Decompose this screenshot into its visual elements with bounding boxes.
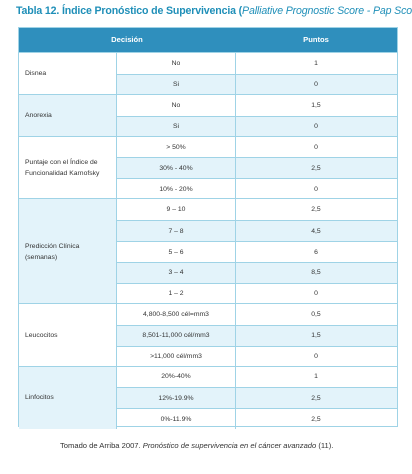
option-cell: 7 – 8: [117, 221, 236, 242]
title-main: Tabla 12. Índice Pronóstico de Supervive…: [16, 5, 243, 17]
table-row: 5 – 6 6: [117, 241, 397, 262]
row-group: Puntaje con el Índice de Funcionalidad K…: [19, 135, 397, 200]
points-cell: 1: [314, 373, 318, 381]
header-decision: Decisión: [111, 35, 143, 44]
points-cell: 2,5: [311, 206, 321, 214]
points-cell: 0: [314, 290, 318, 298]
option-cell: No: [117, 53, 236, 74]
points-cell: 1,5: [311, 332, 321, 340]
row-group: Leucocitos 4,800-8,500 cél=mm3 0,5 8,501-11…: [19, 302, 397, 367]
option-cell: 1 – 2: [117, 283, 236, 304]
row-group: Anorexia No 1,5 Si 0: [19, 93, 397, 137]
option-cell: Si: [117, 74, 236, 95]
table-row: 1 – 2 0: [117, 282, 397, 304]
table-row: No 1: [117, 53, 397, 74]
table-row: >11,000 cél/mm3 0: [117, 345, 397, 367]
table-row: 8,501-11,000 cél/mm3 1,5: [117, 324, 397, 346]
caption-italic: Pronóstico de supervivencia en el cáncer…: [142, 441, 317, 450]
points-cell: 6: [314, 248, 318, 256]
header-puntos: Puntos: [303, 35, 329, 44]
option-cell: 20%-40%: [117, 366, 236, 388]
table-caption: Tomado de Arriba 2007. Pronóstico de sup…: [60, 441, 400, 450]
table-title: Tabla 12. Índice Pronóstico de Supervive…: [16, 5, 412, 17]
group-label-text: Predicción Clínica (semanas): [25, 242, 80, 261]
points-cell: 2,5: [311, 164, 321, 172]
table-row: Si 0: [117, 115, 397, 137]
points-cell: 8,5: [311, 269, 321, 277]
option-cell: Si: [117, 116, 236, 137]
group-label: Anorexia: [19, 94, 117, 137]
caption-text: Tomado de Arriba 2007.: [60, 441, 143, 450]
row-group: Predicción Clínica (semanas) 9 – 10 2,5 7 –…: [19, 198, 397, 304]
points-cell: 0,5: [311, 310, 321, 318]
table-row: > 50% 0: [117, 136, 397, 158]
option-cell: 4,800-8,500 cél=mm3: [117, 303, 236, 325]
table-row: 20%-40% 1: [117, 366, 397, 388]
table-row: 30% - 40% 2,5: [117, 157, 397, 179]
option-cell: 10% - 20%: [117, 179, 236, 200]
option-cell: 3 – 4: [117, 262, 236, 283]
table-row: 3 – 4 8,5: [117, 261, 397, 283]
table-row: 12%-19.9% 2,5: [117, 387, 397, 409]
points-cell: 4,5: [311, 227, 321, 235]
row-group: Linfocitos 20%-40% 1 12%-19.9% 2,5 0%-11.9% 2,…: [19, 365, 397, 430]
table-row: 4,800-8,500 cél=mm3 0,5: [117, 303, 397, 325]
table-row: 10% - 20% 0: [117, 178, 397, 200]
points-cell: 1: [314, 59, 318, 67]
prognostic-table: Decisión Puntos Disnea No 1 Si 0 Anorexia No 1,…: [18, 27, 398, 430]
group-label: Predicción Clínica (semanas): [19, 199, 117, 304]
caption-end: (11).: [316, 441, 334, 450]
table-row: 0%-11.9% 2,5: [117, 408, 397, 430]
option-cell: 9 – 10: [117, 199, 236, 221]
points-cell: 0: [314, 81, 318, 89]
row-group: Disnea No 1 Si 0: [19, 52, 397, 95]
title-italic: Palliative Prognostic Score - Pap Score: [242, 5, 412, 17]
group-label: Leucocitos: [19, 303, 117, 367]
group-label: Puntaje con el Índice de Funcionalidad K…: [19, 136, 117, 200]
table-header: Decisión Puntos: [19, 28, 397, 52]
group-label: Linfocitos: [19, 366, 117, 430]
option-cell: 5 – 6: [117, 242, 236, 262]
group-label-text: Puntaje con el Índice de Funcionalidad K…: [25, 158, 100, 177]
points-cell: 2,5: [311, 394, 321, 402]
option-cell: > 50%: [117, 136, 236, 158]
option-cell: 0%-11.9%: [117, 409, 236, 430]
points-cell: 0: [314, 123, 318, 131]
group-label-text: Leucocitos: [25, 331, 58, 339]
table-row: 9 – 10 2,5: [117, 199, 397, 221]
points-cell: 0: [314, 185, 318, 193]
option-cell: 30% - 40%: [117, 158, 236, 179]
option-cell: >11,000 cél/mm3: [117, 346, 236, 367]
group-label-text: Anorexia: [25, 112, 52, 120]
group-label: Disnea: [19, 53, 117, 95]
group-label-text: Disnea: [25, 70, 47, 78]
points-cell: 0: [314, 143, 318, 151]
table-row: No 1,5: [117, 94, 397, 116]
points-cell: 0: [314, 353, 318, 361]
option-cell: 12%-19.9%: [117, 388, 236, 409]
points-cell: 2,5: [311, 415, 321, 423]
option-cell: No: [117, 94, 236, 116]
table-row: Si 0: [117, 73, 397, 95]
table-row: 7 – 8 4,5: [117, 220, 397, 242]
group-label-text: Linfocitos: [25, 394, 54, 402]
points-cell: 1,5: [311, 101, 321, 109]
option-cell: 8,501-11,000 cél/mm3: [117, 325, 236, 346]
